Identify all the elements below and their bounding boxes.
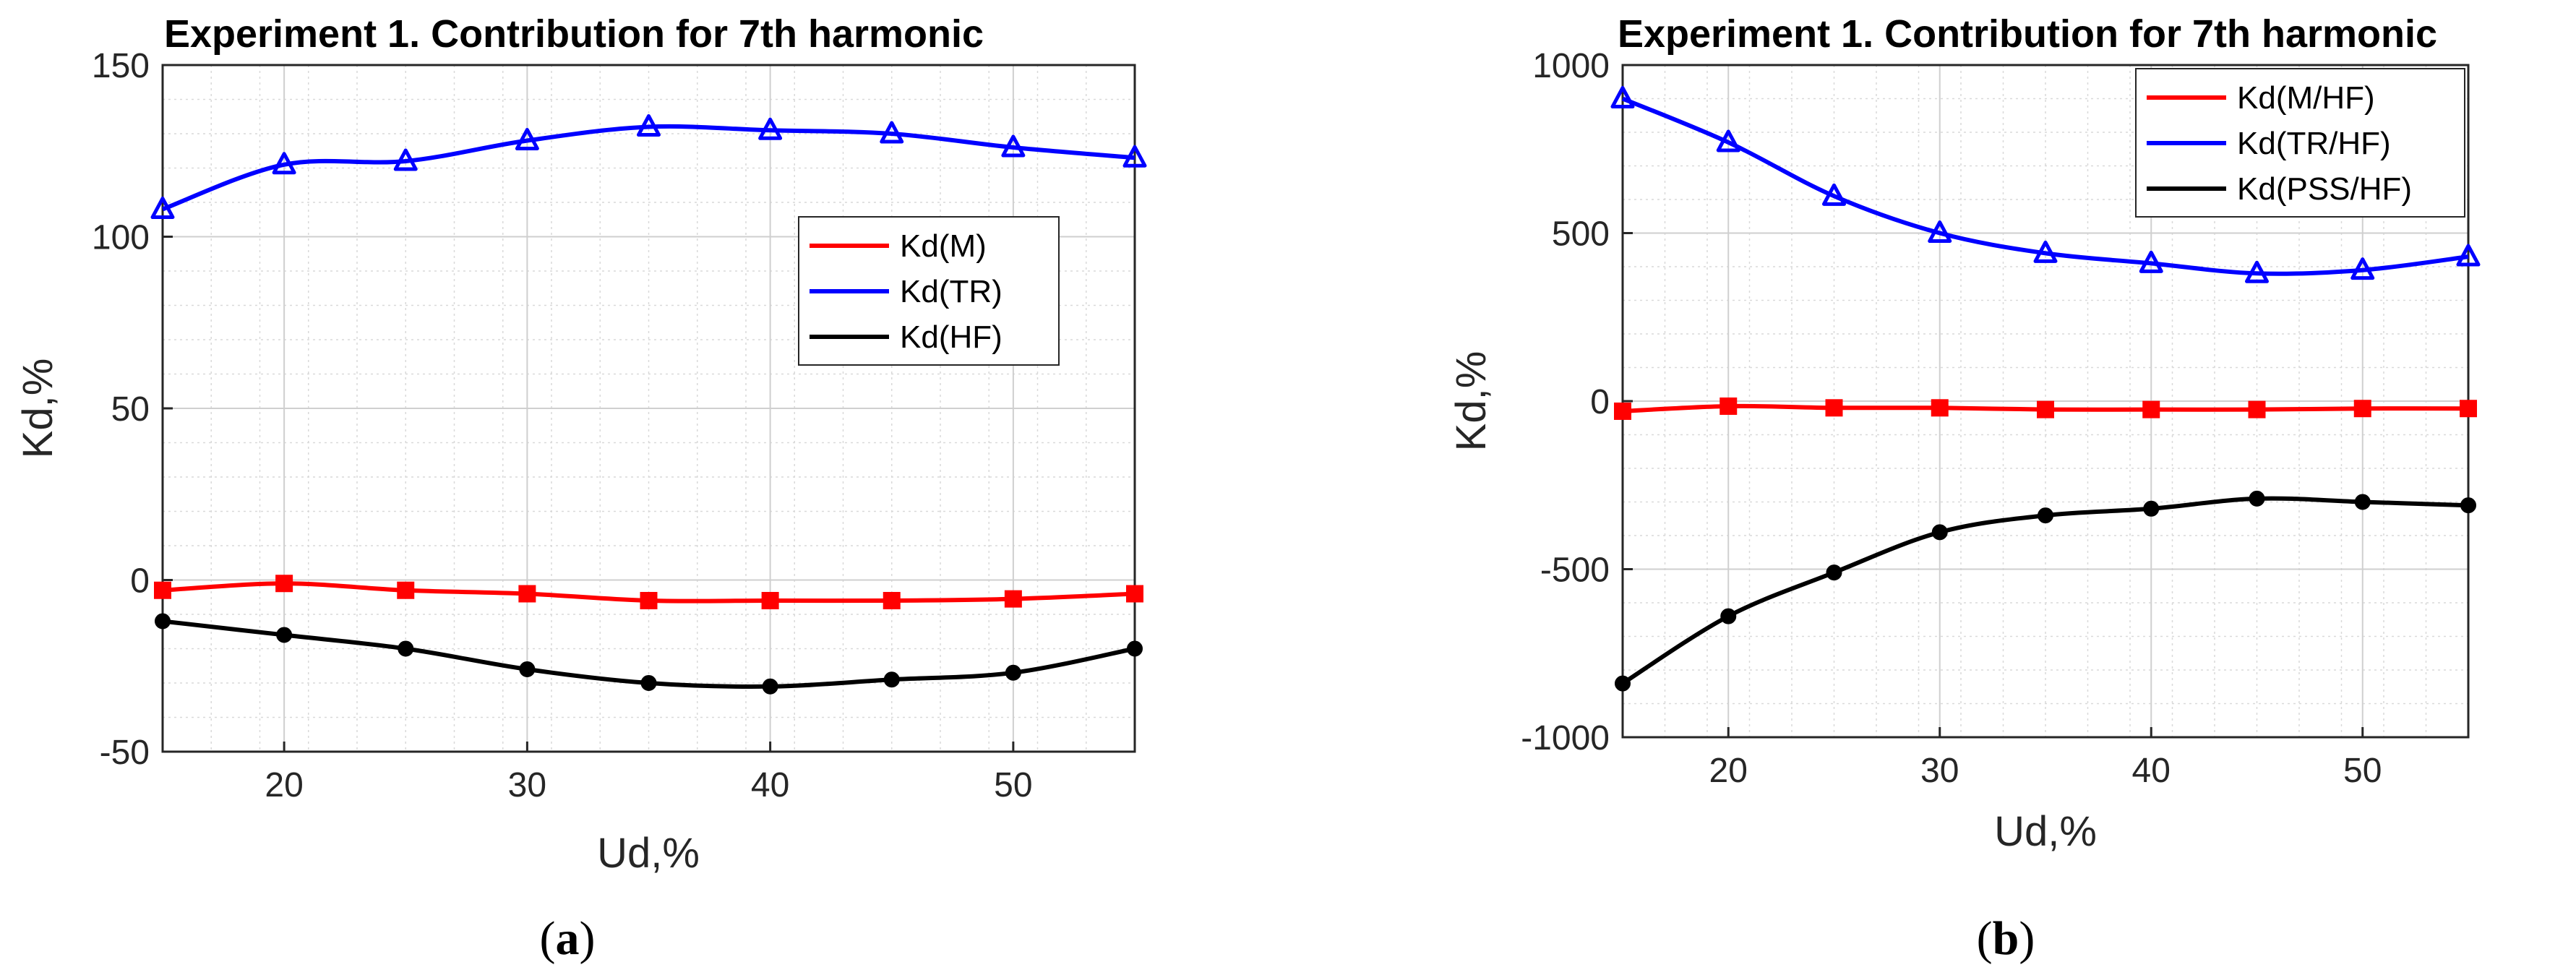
chart-a: Experiment 1. Contribution for 7th harmo… [14, 12, 1147, 965]
data-point-kd-tr-hf [1822, 183, 1846, 206]
chart-a-y-tick-label: 0 [130, 562, 150, 601]
data-point-kd-pss-hf [1720, 608, 1737, 624]
chart-b-x-axis-label: Ud,% [1994, 808, 2097, 855]
data-point-kd-tr-hf [2245, 260, 2269, 283]
data-point-kd-tr [272, 152, 296, 175]
chart-b-x-tick-label: 30 [1920, 752, 1959, 790]
data-point-kd-m-hf [2353, 400, 2371, 418]
data-point-kd-m [640, 592, 658, 609]
data-point-kd-m-hf [2142, 400, 2160, 418]
chart-a-x-axis-label: Ud,% [597, 830, 700, 877]
data-point-kd-tr [515, 128, 539, 150]
data-point-kd-tr [758, 117, 783, 140]
chart-a-y-tick-label: 50 [111, 390, 150, 429]
data-point-kd-m [883, 592, 901, 609]
data-point-kd-m-hf [1931, 399, 1949, 417]
chart-a-x-tick-label: 30 [508, 766, 546, 804]
data-point-kd-m-hf [2248, 400, 2266, 418]
data-point-kd-pss-hf [1826, 564, 1842, 581]
data-point-kd-hf [519, 661, 536, 677]
chart-a-y-tick-label: 100 [92, 219, 150, 257]
legend-label-kd-tr-hf: Kd(TR/HF) [2237, 126, 2391, 161]
data-point-kd-m-hf [1825, 399, 1843, 417]
data-point-kd-tr-hf [2456, 244, 2481, 267]
data-point-kd-pss-hf [2249, 490, 2265, 507]
legend-label-kd-hf: Kd(HF) [900, 319, 1003, 355]
data-point-kd-tr-hf [2033, 240, 2058, 263]
data-point-kd-tr [880, 121, 904, 144]
chart-a-x-tick-label: 50 [994, 766, 1032, 804]
chart-b-x-tick-label: 50 [2343, 752, 2382, 790]
data-point-kd-tr-hf [2350, 257, 2375, 280]
data-point-kd-m [397, 581, 415, 599]
data-point-kd-hf [640, 675, 657, 691]
chart-b-y-tick-label: 500 [1552, 215, 1610, 254]
data-point-kd-hf [155, 613, 171, 630]
data-point-kd-pss-hf [2354, 494, 2371, 510]
series-line-kd-tr-hf [1621, 96, 2469, 276]
data-point-kd-m [1126, 585, 1143, 603]
chart-b-y-tick-label: 1000 [1532, 47, 1610, 85]
chart-b-x-tick-label: 40 [2132, 752, 2171, 790]
chart-a-y-tick-label: 150 [92, 47, 150, 85]
data-point-kd-hf [276, 627, 293, 643]
legend-label-kd-m: Kd(M) [900, 228, 987, 264]
chart-b: Experiment 1. Contribution for 7th harmo… [1448, 12, 2481, 965]
data-point-kd-pss-hf [2038, 507, 2053, 524]
data-point-kd-hf [1127, 640, 1143, 657]
data-point-kd-pss-hf [1931, 524, 1948, 541]
data-point-kd-hf [883, 671, 900, 688]
data-point-kd-hf [398, 640, 414, 657]
data-point-kd-m [154, 581, 171, 599]
chart-a-y-axis-label: Kd,% [14, 358, 61, 459]
chart-a-y-tick-label: -50 [100, 734, 150, 772]
data-point-kd-tr [1001, 134, 1026, 158]
legend-label-kd-m-hf: Kd(M/HF) [2237, 80, 2375, 116]
data-point-kd-tr-hf [1610, 86, 1635, 108]
chart-b-y-tick-label: -1000 [1521, 719, 1610, 757]
chart-b-y-axis-label: Kd,% [1448, 351, 1495, 452]
data-point-kd-pss-hf [2143, 500, 2160, 517]
chart-b-title: Experiment 1. Contribution for 7th harmo… [1618, 12, 2437, 56]
legend-label-kd-tr: Kd(TR) [900, 274, 1003, 309]
legend-label-kd-pss-hf: Kd(PSS/HF) [2237, 171, 2412, 207]
data-point-kd-tr [150, 197, 175, 219]
data-point-kd-m [1004, 590, 1022, 608]
data-point-kd-hf [762, 678, 778, 695]
data-point-kd-tr [1122, 145, 1147, 168]
data-point-kd-tr [637, 114, 661, 137]
data-point-kd-m-hf [1614, 402, 1631, 420]
data-point-kd-m-hf [1720, 397, 1738, 415]
caption-a: (a) [540, 912, 596, 965]
chart-b-y-tick-label: -500 [1540, 551, 1610, 590]
chart-b-x-tick-label: 20 [1709, 752, 1748, 790]
chart-a-title: Experiment 1. Contribution for 7th harmo… [164, 12, 984, 56]
chart-a-legend: Kd(M) Kd(TR) Kd(HF) [798, 216, 1060, 366]
data-point-kd-m [761, 592, 779, 609]
data-point-kd-tr [393, 148, 418, 171]
data-point-kd-pss-hf [2460, 497, 2476, 514]
data-point-kd-m [518, 585, 536, 603]
caption-b: (b) [1977, 912, 2035, 965]
data-point-kd-hf [1005, 664, 1021, 681]
chart-a-x-tick-label: 20 [265, 766, 303, 804]
data-point-kd-tr-hf [1928, 220, 1952, 243]
chart-b-legend: Kd(M/HF) Kd(TR/HF) Kd(PSS/HF) [2135, 68, 2465, 218]
data-point-kd-m-hf [2037, 400, 2054, 418]
chart-a-x-tick-label: 40 [751, 766, 789, 804]
data-point-kd-m-hf [2460, 400, 2477, 418]
data-point-kd-pss-hf [1615, 675, 1631, 692]
data-point-kd-tr-hf [1716, 129, 1740, 153]
chart-b-y-tick-label: 0 [1590, 383, 1610, 421]
data-point-kd-m [275, 575, 293, 593]
data-point-kd-tr-hf [2139, 250, 2163, 273]
